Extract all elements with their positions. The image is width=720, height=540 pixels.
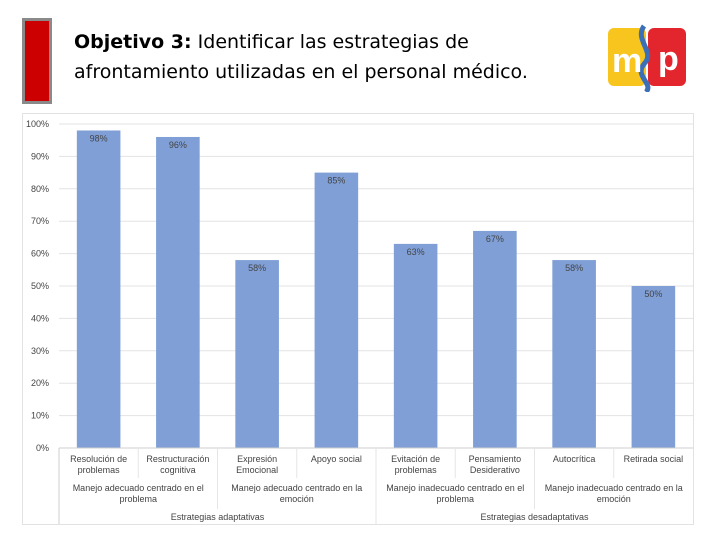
- category-label: Resolución de: [70, 454, 127, 464]
- data-label: 98%: [90, 133, 108, 143]
- y-tick-label: 0%: [36, 443, 49, 453]
- y-tick-label: 60%: [31, 249, 49, 259]
- y-tick-label: 70%: [31, 216, 49, 226]
- title-bold: Objetivo 3:: [74, 31, 192, 53]
- accent-bar: [22, 18, 52, 104]
- category-label: Emocional: [236, 465, 278, 475]
- group-label: Manejo adecuado centrado en el: [73, 483, 204, 493]
- category-label: Expresión: [237, 454, 277, 464]
- data-label: 50%: [644, 289, 662, 299]
- category-label: Evitación de: [391, 454, 440, 464]
- logo-letter-m: m: [612, 42, 642, 80]
- group-label: problema: [436, 494, 474, 504]
- logo-yellow-block: [608, 28, 646, 86]
- logo-letter-p: p: [658, 40, 679, 78]
- y-tick-label: 20%: [31, 378, 49, 388]
- supergroup-label: Estrategias adaptativas: [171, 512, 265, 522]
- category-label: Pensamiento: [469, 454, 522, 464]
- data-label: 85%: [327, 176, 345, 186]
- bar: [393, 243, 438, 448]
- logo-blue-wave: [638, 24, 651, 92]
- data-label: 96%: [169, 140, 187, 150]
- slide-title: Objetivo 3: Identificar las estrategias …: [74, 27, 594, 87]
- y-tick-label: 40%: [31, 313, 49, 323]
- category-label: Retirada social: [624, 454, 684, 464]
- bar: [631, 286, 676, 448]
- group-label: emoción: [280, 494, 314, 504]
- group-label: Manejo adecuado centrado en la: [231, 483, 362, 493]
- group-label: problema: [119, 494, 157, 504]
- supergroup-label: Estrategias desadaptativas: [480, 512, 589, 522]
- category-label: problemas: [78, 465, 121, 475]
- bar: [552, 260, 596, 448]
- logo-red-block: [648, 28, 686, 86]
- y-tick-label: 90%: [31, 151, 49, 161]
- y-tick-label: 10%: [31, 411, 49, 421]
- category-label: Apoyo social: [311, 454, 362, 464]
- data-label: 58%: [248, 263, 266, 273]
- category-label: Restructuración: [146, 454, 209, 464]
- y-tick-label: 50%: [31, 281, 49, 291]
- bar: [76, 130, 121, 449]
- data-label: 63%: [407, 247, 425, 257]
- bar: [156, 136, 200, 448]
- title-text: Identificar las estrategias de afrontami…: [74, 31, 528, 83]
- y-tick-label: 30%: [31, 346, 49, 356]
- group-label: Manejo inadecuado centrado en la: [545, 483, 683, 493]
- bar: [235, 260, 279, 448]
- data-label: 67%: [486, 234, 504, 244]
- group-label: emoción: [597, 494, 631, 504]
- bar: [473, 230, 517, 448]
- y-tick-label: 80%: [31, 184, 49, 194]
- group-label: Manejo inadecuado centrado en el: [386, 483, 524, 493]
- category-label: Autocrítica: [553, 454, 596, 464]
- bar: [314, 172, 359, 448]
- category-label: cognitiva: [160, 465, 196, 475]
- category-label: problemas: [395, 465, 438, 475]
- chart-frame: 0% 10% 20% 30% 40% 50% 60% 70% 80% 90% 100% 98% 96% 5…: [22, 113, 694, 525]
- category-label: Desiderativo: [470, 465, 520, 475]
- y-tick-label: 100%: [26, 119, 49, 129]
- msp-logo: m p: [608, 24, 686, 92]
- data-label: 58%: [565, 263, 583, 273]
- coping-strategies-chart: 0% 10% 20% 30% 40% 50% 60% 70% 80% 90% 100% 98% 96% 5…: [26, 119, 693, 524]
